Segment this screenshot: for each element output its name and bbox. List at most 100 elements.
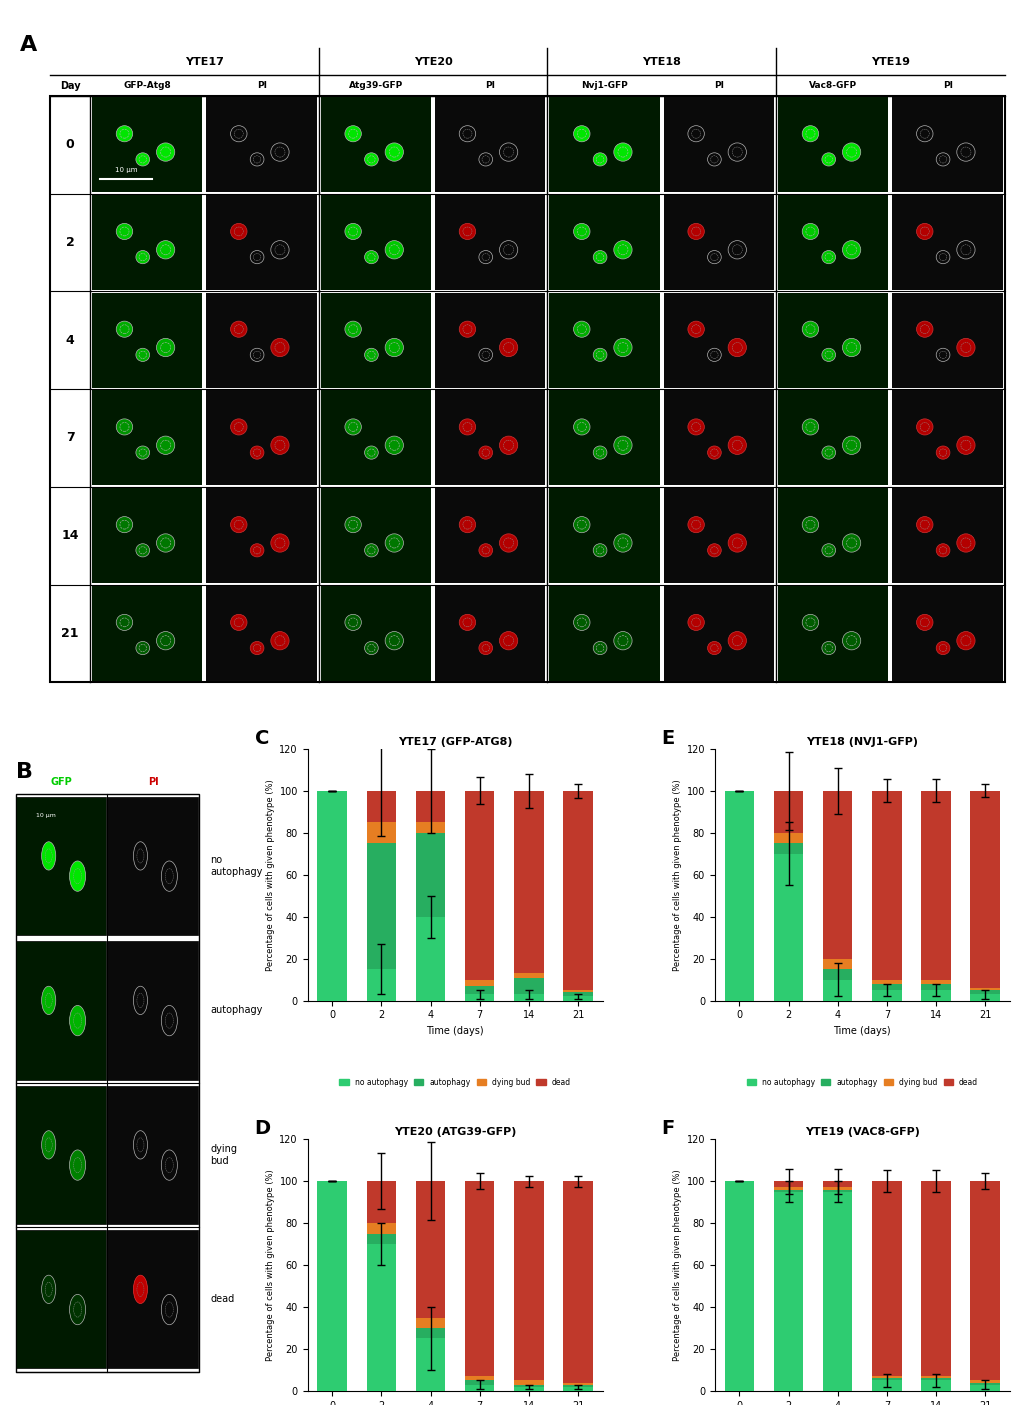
Text: PI: PI — [485, 81, 495, 90]
Ellipse shape — [156, 436, 174, 454]
Bar — [549, 586, 659, 681]
Text: D: D — [255, 1118, 270, 1138]
Bar — [892, 195, 1002, 289]
Ellipse shape — [728, 631, 746, 651]
Ellipse shape — [499, 436, 518, 454]
Bar — [663, 586, 773, 681]
Ellipse shape — [801, 223, 818, 239]
Text: PI: PI — [942, 81, 952, 90]
Bar — [920, 983, 950, 991]
Bar — [366, 969, 395, 1000]
Bar — [92, 488, 203, 583]
Bar — [773, 854, 803, 1000]
Bar — [15, 941, 106, 1079]
X-axis label: Time (days): Time (days) — [833, 1026, 891, 1035]
Ellipse shape — [364, 445, 378, 459]
Ellipse shape — [133, 1276, 148, 1304]
Ellipse shape — [593, 642, 606, 655]
Bar — [920, 791, 950, 979]
Ellipse shape — [116, 322, 132, 337]
Ellipse shape — [116, 419, 132, 436]
Ellipse shape — [156, 240, 174, 259]
Bar — [366, 1234, 395, 1243]
Bar — [920, 1378, 950, 1381]
Text: no
autophagy: no autophagy — [210, 856, 262, 877]
Bar — [663, 97, 773, 192]
Bar — [822, 969, 852, 979]
Text: Atg39-GFP: Atg39-GFP — [348, 81, 403, 90]
Bar — [562, 991, 592, 992]
Bar — [416, 1318, 445, 1328]
Ellipse shape — [385, 339, 404, 357]
Bar — [562, 1383, 592, 1385]
Y-axis label: Percentage of cells with given phenotype (%): Percentage of cells with given phenotype… — [673, 778, 682, 971]
Text: 14: 14 — [61, 530, 78, 542]
Bar — [562, 996, 592, 1000]
Bar — [321, 195, 431, 289]
Bar — [465, 1182, 494, 1377]
Legend: no autophagy, autophagy, dying bud, dead: no autophagy, autophagy, dying bud, dead — [743, 1075, 980, 1090]
Ellipse shape — [230, 419, 247, 436]
Ellipse shape — [270, 631, 288, 651]
Ellipse shape — [499, 339, 518, 357]
Bar — [549, 391, 659, 485]
Ellipse shape — [385, 143, 404, 162]
Bar — [822, 1191, 852, 1391]
Title: YTE19 (VAC8-GFP): YTE19 (VAC8-GFP) — [804, 1127, 919, 1137]
Ellipse shape — [459, 614, 475, 631]
Bar — [50, 96, 1004, 683]
Bar — [321, 586, 431, 681]
Ellipse shape — [916, 614, 932, 631]
Bar — [92, 391, 203, 485]
Text: YTE20: YTE20 — [414, 56, 452, 67]
Ellipse shape — [270, 436, 288, 454]
Bar — [206, 586, 317, 681]
Text: Nvj1-GFP: Nvj1-GFP — [581, 81, 628, 90]
Bar — [773, 1190, 803, 1191]
Ellipse shape — [250, 642, 264, 655]
Bar — [969, 1385, 999, 1391]
Ellipse shape — [364, 250, 378, 264]
Ellipse shape — [687, 614, 704, 631]
Ellipse shape — [728, 534, 746, 552]
Text: Vac8-GFP: Vac8-GFP — [808, 81, 857, 90]
Ellipse shape — [613, 143, 632, 162]
Bar — [321, 391, 431, 485]
Bar — [871, 791, 901, 979]
Ellipse shape — [478, 642, 492, 655]
Bar — [92, 292, 203, 388]
Ellipse shape — [842, 339, 860, 357]
Bar — [107, 797, 198, 936]
Text: 4: 4 — [66, 334, 74, 347]
Bar — [549, 195, 659, 289]
Bar — [15, 1231, 106, 1368]
Ellipse shape — [230, 223, 247, 239]
Ellipse shape — [250, 445, 264, 459]
Bar — [416, 1339, 445, 1391]
Text: PI: PI — [713, 81, 723, 90]
Bar — [892, 488, 1002, 583]
Bar — [465, 1381, 494, 1385]
Ellipse shape — [69, 1006, 86, 1035]
Bar — [366, 1224, 395, 1234]
Ellipse shape — [687, 223, 704, 239]
Ellipse shape — [230, 322, 247, 337]
Bar — [663, 391, 773, 485]
Bar — [773, 791, 803, 833]
Text: A: A — [20, 35, 38, 55]
Ellipse shape — [270, 339, 288, 357]
Text: YTE19: YTE19 — [870, 56, 909, 67]
Ellipse shape — [728, 339, 746, 357]
Ellipse shape — [42, 1276, 56, 1304]
Bar — [562, 1387, 592, 1391]
Ellipse shape — [935, 544, 949, 556]
Bar — [773, 1182, 803, 1187]
Y-axis label: Percentage of cells with given phenotype (%): Percentage of cells with given phenotype… — [673, 1169, 682, 1361]
Bar — [892, 97, 1002, 192]
Bar — [416, 1328, 445, 1339]
Ellipse shape — [956, 534, 974, 552]
Ellipse shape — [687, 419, 704, 436]
Ellipse shape — [916, 322, 932, 337]
Text: YTE18: YTE18 — [642, 56, 681, 67]
Ellipse shape — [344, 125, 361, 142]
